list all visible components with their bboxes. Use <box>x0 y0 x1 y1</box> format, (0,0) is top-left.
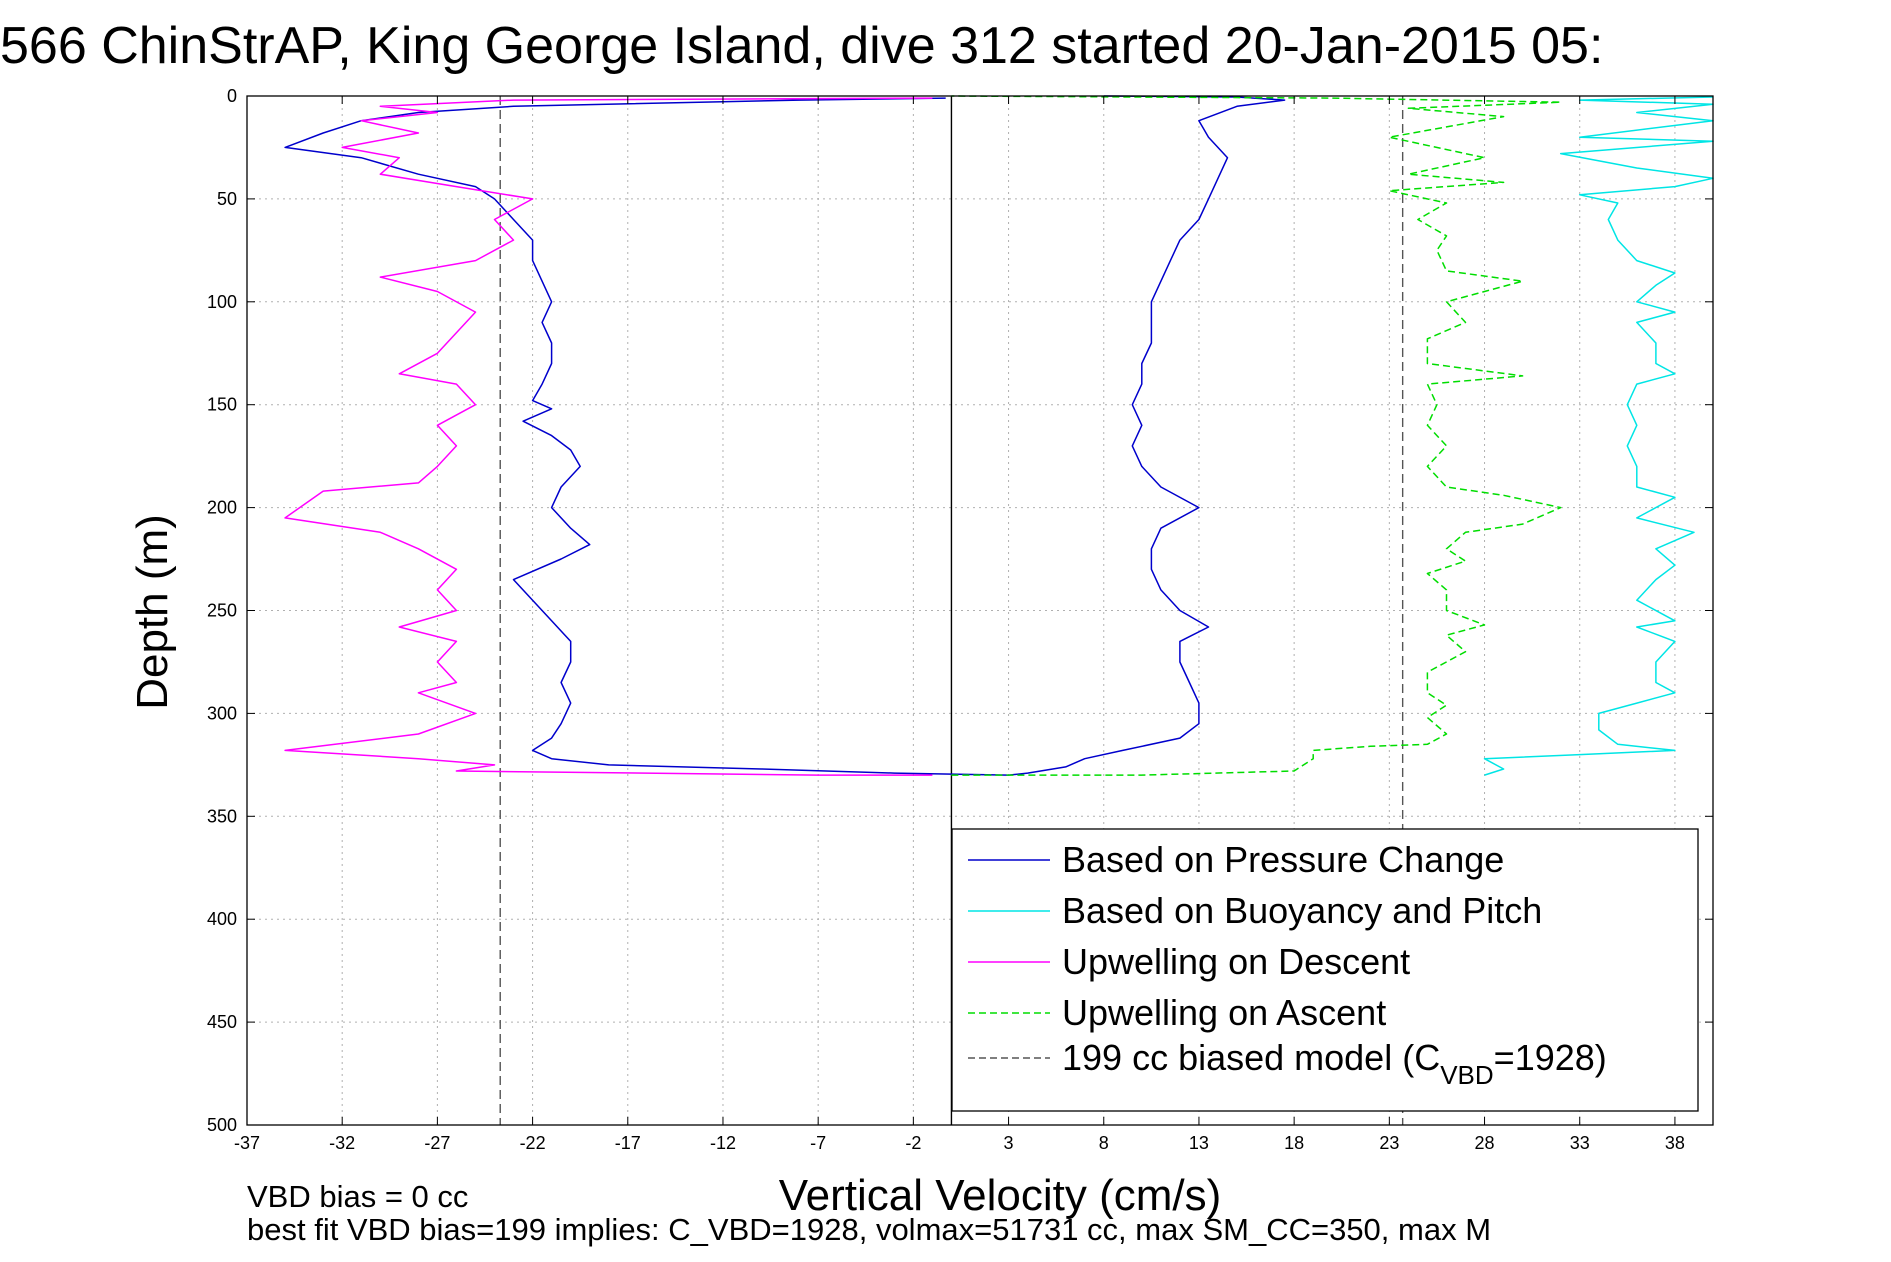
series-line-upwelling-on-ascent <box>951 95 1562 776</box>
x-tick-label: -27 <box>424 1133 450 1153</box>
y-tick-label: 300 <box>207 703 237 723</box>
x-tick-label: 33 <box>1570 1133 1590 1153</box>
x-tick-label: 3 <box>1004 1133 1014 1153</box>
series-lines <box>284 95 1714 776</box>
y-ticks: 0 50 100 150 200 250 300 350 400 450 500 <box>207 86 1713 1135</box>
series-line-upwelling-on-descent <box>284 97 933 776</box>
legend: Based on Pressure Change Based on Buoyan… <box>951 828 1699 1112</box>
x-axis-label: Vertical Velocity (cm/s) <box>779 1171 1222 1220</box>
legend-box <box>951 828 1699 1112</box>
legend-label-pressure: Based on Pressure Change <box>1062 839 1504 880</box>
y-tick-label: 250 <box>207 601 237 621</box>
series-line-based-on-buoyancy-and-pitch <box>1483 96 1714 776</box>
series-line-based-on-pressure-change <box>284 95 1286 776</box>
x-tick-label: -22 <box>520 1133 546 1153</box>
chart-title: 566 ChinStrAP, King George Island, dive … <box>0 17 1603 75</box>
y-tick-label: 400 <box>207 909 237 929</box>
y-tick-label: 150 <box>207 395 237 415</box>
x-ticks: -37 -32 -27 -22 -17 -12 -7 -2 3 8 13 18 23 28 33 38 <box>234 96 1685 1153</box>
x-tick-label: -32 <box>329 1133 355 1153</box>
x-tick-label: 23 <box>1379 1133 1399 1153</box>
legend-label-descent: Upwelling on Descent <box>1062 941 1410 982</box>
legend-model-prefix: 199 cc biased model (C <box>1062 1037 1440 1078</box>
x-tick-label: -17 <box>615 1133 641 1153</box>
x-tick-label: 18 <box>1284 1133 1304 1153</box>
x-tick-label: 38 <box>1665 1133 1685 1153</box>
x-tick-label: -2 <box>905 1133 921 1153</box>
y-tick-label: 50 <box>217 189 237 209</box>
y-tick-label: 350 <box>207 806 237 826</box>
y-tick-label: 0 <box>227 86 237 106</box>
legend-label-model: 199 cc biased model (CVBD=1928) <box>1062 1037 1607 1090</box>
legend-model-subscript: VBD <box>1440 1060 1493 1090</box>
footnote-vbd-bias: VBD bias = 0 cc <box>247 1179 468 1214</box>
x-tick-label: -7 <box>810 1133 826 1153</box>
x-tick-label: 8 <box>1099 1133 1109 1153</box>
legend-label-ascent: Upwelling on Ascent <box>1062 992 1386 1033</box>
x-tick-label: -37 <box>234 1133 260 1153</box>
legend-label-buoyancy: Based on Buoyancy and Pitch <box>1062 890 1542 931</box>
x-tick-label: 13 <box>1189 1133 1209 1153</box>
footnote-best-fit: best fit VBD bias=199 implies: C_VBD=192… <box>247 1212 1491 1247</box>
y-tick-label: 200 <box>207 498 237 518</box>
y-tick-label: 500 <box>207 1115 237 1135</box>
y-tick-label: 450 <box>207 1012 237 1032</box>
x-tick-label: -12 <box>710 1133 736 1153</box>
y-tick-label: 100 <box>207 292 237 312</box>
x-tick-label: 28 <box>1475 1133 1495 1153</box>
y-axis-label: Depth (m) <box>128 514 177 710</box>
legend-model-suffix: =1928) <box>1494 1037 1607 1078</box>
